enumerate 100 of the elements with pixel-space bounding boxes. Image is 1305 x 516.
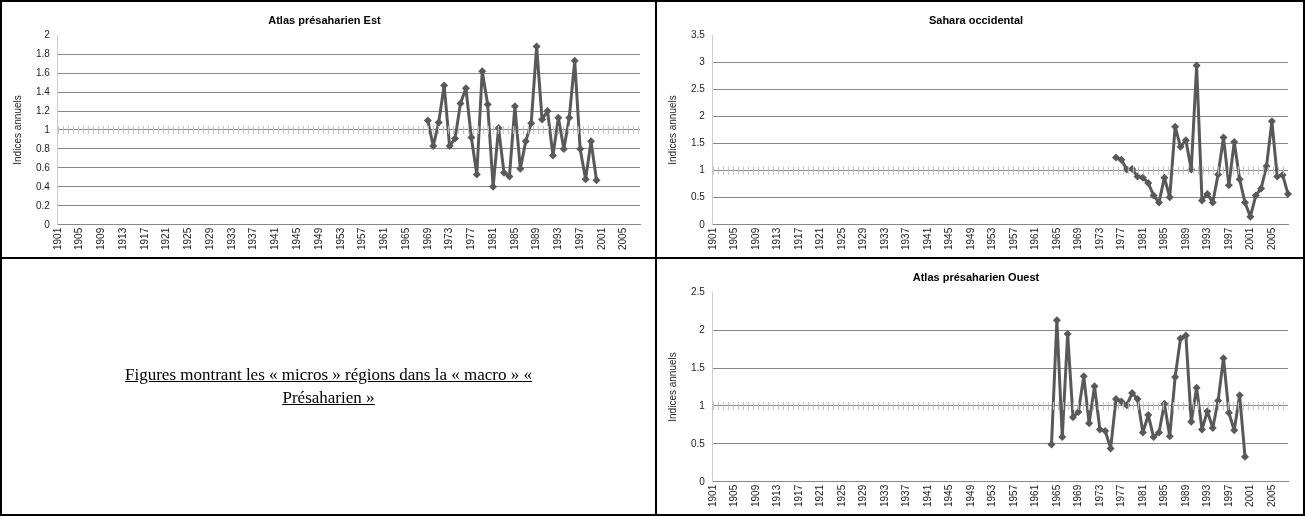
x-tick-label: 1977 bbox=[1115, 227, 1127, 250]
point bbox=[1165, 193, 1174, 202]
x-tick-label: 1961 bbox=[1029, 227, 1041, 250]
point bbox=[1284, 189, 1292, 198]
x-tick-label: 1969 bbox=[421, 227, 433, 250]
point bbox=[1085, 419, 1094, 428]
x-tick-label: 1941 bbox=[921, 227, 933, 250]
y-axis-title: Indices annuels bbox=[11, 95, 23, 165]
point bbox=[1262, 162, 1271, 171]
x-tick-label: 1921 bbox=[160, 227, 172, 250]
point bbox=[1138, 173, 1147, 182]
x-tick-label: 1917 bbox=[792, 227, 804, 250]
x-tick-label: 1929 bbox=[857, 484, 869, 507]
x-tick-label: 1901 bbox=[706, 484, 718, 507]
y-tick-label: 2 bbox=[699, 110, 706, 122]
chart-title: Atlas présaharien Ouest bbox=[912, 270, 1040, 283]
point bbox=[1069, 413, 1078, 422]
x-tick-label: 1989 bbox=[1179, 484, 1191, 507]
point bbox=[1144, 179, 1153, 188]
y-tick-label: 1.6 bbox=[36, 66, 51, 78]
point bbox=[521, 137, 530, 146]
x-tick-label: 1985 bbox=[1158, 227, 1170, 250]
point bbox=[445, 142, 454, 151]
x-tick-label: 1961 bbox=[378, 227, 390, 250]
x-tick-label: 1945 bbox=[943, 484, 955, 507]
y-tick-label: 0 bbox=[44, 218, 51, 230]
x-tick-label: 1957 bbox=[356, 227, 368, 250]
point bbox=[1128, 389, 1137, 398]
y-tick-label: 0.6 bbox=[36, 161, 51, 173]
point bbox=[1235, 175, 1244, 184]
y-tick-label: 0.4 bbox=[36, 180, 51, 192]
x-tick-label: 1985 bbox=[1158, 484, 1170, 507]
x-tick-label: 1941 bbox=[269, 227, 281, 250]
x-tick-label: 1909 bbox=[95, 227, 107, 250]
x-tick-label: 2005 bbox=[617, 227, 629, 250]
point bbox=[505, 172, 514, 181]
y-tick-label: 2.5 bbox=[691, 285, 706, 297]
x-tick-label: 1949 bbox=[312, 227, 324, 250]
point bbox=[1257, 184, 1266, 193]
x-tick-label: 2001 bbox=[1244, 227, 1256, 250]
x-tick-label: 1953 bbox=[334, 227, 346, 250]
x-tick-label: 1985 bbox=[508, 227, 520, 250]
point bbox=[451, 134, 460, 143]
x-tick-label: 1905 bbox=[728, 227, 740, 250]
x-tick-label: 1913 bbox=[771, 227, 783, 250]
x-tick-label: 2005 bbox=[1265, 227, 1277, 250]
x-tick-label: 1933 bbox=[225, 227, 237, 250]
point bbox=[1149, 433, 1158, 442]
point bbox=[483, 100, 492, 109]
point bbox=[1149, 191, 1158, 200]
point bbox=[1171, 122, 1180, 131]
x-tick-label: 1989 bbox=[1179, 227, 1191, 250]
x-tick-label: 1917 bbox=[792, 484, 804, 507]
x-tick-label: 1917 bbox=[138, 227, 150, 250]
point bbox=[565, 113, 574, 122]
x-tick-label: 1913 bbox=[116, 227, 128, 250]
y-tick-label: 1.4 bbox=[36, 85, 51, 97]
point bbox=[1047, 440, 1056, 449]
x-tick-label: 2001 bbox=[595, 227, 607, 250]
x-tick-label: 1925 bbox=[835, 227, 847, 250]
y-tick-label: 2 bbox=[699, 323, 706, 335]
point bbox=[581, 175, 590, 184]
x-tick-label: 1965 bbox=[1050, 484, 1062, 507]
x-tick-label: 1969 bbox=[1072, 484, 1084, 507]
x-tick-label: 1921 bbox=[814, 484, 826, 507]
x-tick-label: 1969 bbox=[1072, 227, 1084, 250]
x-tick-label: 1981 bbox=[1136, 484, 1148, 507]
point bbox=[1155, 428, 1164, 437]
x-tick-label: 1929 bbox=[203, 227, 215, 250]
point bbox=[1165, 432, 1174, 441]
point bbox=[1112, 153, 1121, 162]
point bbox=[527, 119, 536, 128]
x-tick-label: 1937 bbox=[247, 227, 259, 250]
x-tick-label: 1953 bbox=[986, 227, 998, 250]
point bbox=[434, 118, 443, 127]
x-tick-label: 1957 bbox=[1007, 227, 1019, 250]
point bbox=[592, 176, 601, 185]
y-tick-label: 0 bbox=[699, 475, 706, 487]
point bbox=[1095, 425, 1104, 434]
chart-title: Atlas présaharien Est bbox=[268, 13, 382, 26]
y-tick-label: 1.8 bbox=[36, 47, 51, 59]
x-tick-label: 1993 bbox=[552, 227, 564, 250]
y-tick-label: 3.5 bbox=[691, 28, 706, 40]
point bbox=[1192, 383, 1201, 392]
point bbox=[1251, 191, 1260, 200]
x-tick-label: 1973 bbox=[1093, 484, 1105, 507]
point bbox=[429, 142, 438, 151]
y-tick-label: 2.5 bbox=[691, 83, 706, 95]
x-tick-label: 1933 bbox=[878, 484, 890, 507]
x-tick-label: 1909 bbox=[749, 227, 761, 250]
chart-title: Sahara occidental bbox=[928, 13, 1024, 26]
y-tick-label: 1 bbox=[699, 399, 706, 411]
x-tick-label: 1977 bbox=[1115, 484, 1127, 507]
x-tick-label: 1997 bbox=[1222, 227, 1234, 250]
x-tick-label: 1949 bbox=[964, 227, 976, 250]
x-tick-label: 1997 bbox=[573, 227, 585, 250]
y-tick-label: 1.5 bbox=[691, 137, 706, 149]
y-tick-label: 1 bbox=[44, 123, 51, 135]
point bbox=[1278, 170, 1287, 179]
point bbox=[1176, 334, 1185, 343]
